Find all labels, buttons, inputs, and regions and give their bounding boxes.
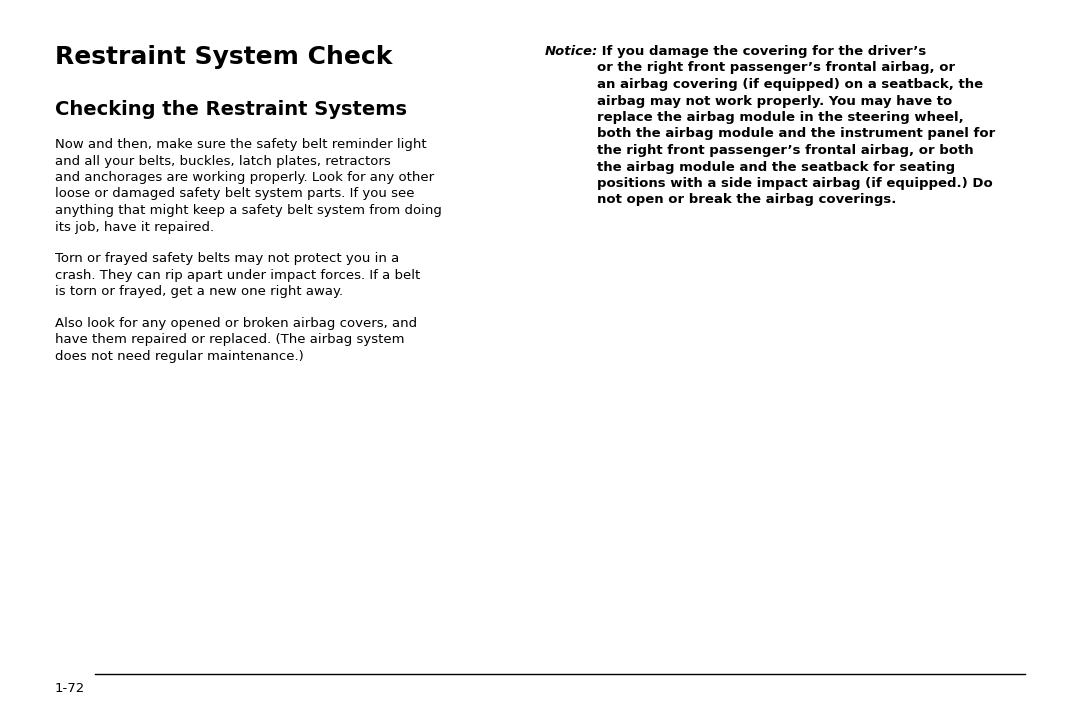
Text: Torn or frayed safety belts may not protect you in a
crash. They can rip apart u: Torn or frayed safety belts may not prot…	[55, 252, 420, 298]
Text: Now and then, make sure the safety belt reminder light
and all your belts, buckl: Now and then, make sure the safety belt …	[55, 138, 442, 233]
Text: Also look for any opened or broken airbag covers, and
have them repaired or repl: Also look for any opened or broken airba…	[55, 317, 417, 363]
Text: If you damage the covering for the driver’s
or the right front passenger’s front: If you damage the covering for the drive…	[597, 45, 996, 207]
Text: Checking the Restraint Systems: Checking the Restraint Systems	[55, 100, 407, 119]
Text: 1-72: 1-72	[55, 682, 85, 695]
Text: Restraint System Check: Restraint System Check	[55, 45, 392, 69]
Text: Notice:: Notice:	[545, 45, 598, 58]
